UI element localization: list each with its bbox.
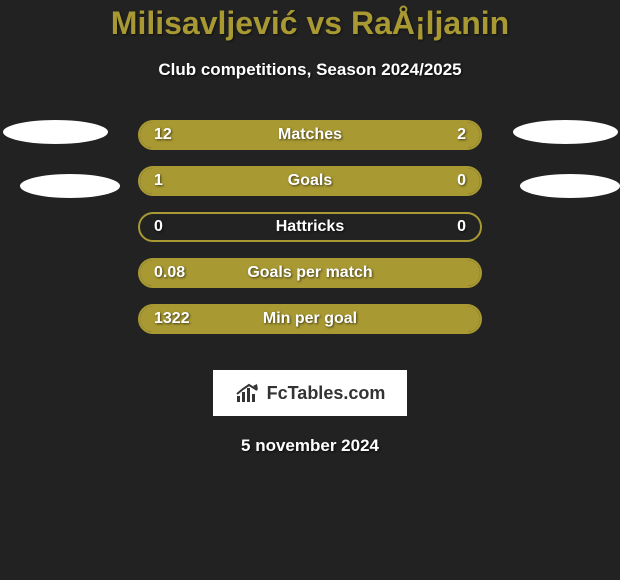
stats-section: 12Matches21Goals00Hattricks00.08Goals pe… xyxy=(0,120,620,350)
bar-label: Goals per match xyxy=(194,264,426,282)
logo-section: FcTables.com xyxy=(0,370,620,416)
bar-value-right: 2 xyxy=(426,126,466,144)
bar-content: 1Goals0 xyxy=(140,168,480,194)
date-text: 5 november 2024 xyxy=(0,436,620,456)
logo-box[interactable]: FcTables.com xyxy=(213,370,408,416)
right-avatar-column xyxy=(500,120,620,198)
bar-value-left: 0 xyxy=(154,218,194,236)
logo-text: FcTables.com xyxy=(267,383,386,404)
stat-bar: 0Hattricks0 xyxy=(138,212,482,242)
bar-value-left: 1 xyxy=(154,172,194,190)
bar-content: 0Hattricks0 xyxy=(140,214,480,240)
stat-bar: 0.08Goals per match xyxy=(138,258,482,288)
bar-content: 12Matches2 xyxy=(140,122,480,148)
comparison-container: Milisavljević vs RaÅ¡ljanin Club competi… xyxy=(0,0,620,456)
stat-bar: 1322Min per goal xyxy=(138,304,482,334)
bar-label: Min per goal xyxy=(194,310,426,328)
bar-content: 0.08Goals per match xyxy=(140,260,480,286)
bar-value-right: 0 xyxy=(426,218,466,236)
bar-value-right: 0 xyxy=(426,172,466,190)
left-avatar-column xyxy=(0,120,120,198)
avatar xyxy=(20,174,120,198)
bar-content: 1322Min per goal xyxy=(140,306,480,332)
page-title: Milisavljević vs RaÅ¡ljanin xyxy=(0,5,620,42)
stat-bars-column: 12Matches21Goals00Hattricks00.08Goals pe… xyxy=(120,120,500,350)
avatar xyxy=(3,120,108,144)
bar-value-left: 1322 xyxy=(154,310,194,328)
avatar xyxy=(520,174,620,198)
stat-bar: 1Goals0 xyxy=(138,166,482,196)
avatar xyxy=(513,120,618,144)
bar-label: Goals xyxy=(194,172,426,190)
bar-value-left: 12 xyxy=(154,126,194,144)
stat-bar: 12Matches2 xyxy=(138,120,482,150)
chart-icon xyxy=(235,382,261,404)
page-subtitle: Club competitions, Season 2024/2025 xyxy=(0,60,620,80)
bar-value-left: 0.08 xyxy=(154,264,194,282)
bar-label: Matches xyxy=(194,126,426,144)
bar-label: Hattricks xyxy=(194,218,426,236)
